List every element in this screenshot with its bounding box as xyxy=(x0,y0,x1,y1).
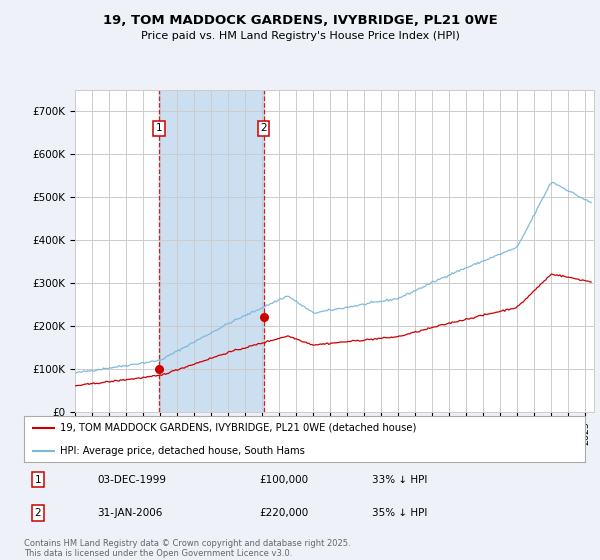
Text: 1: 1 xyxy=(35,475,41,484)
Text: 35% ↓ HPI: 35% ↓ HPI xyxy=(372,508,427,518)
Text: 2: 2 xyxy=(260,123,267,133)
Text: HPI: Average price, detached house, South Hams: HPI: Average price, detached house, Sout… xyxy=(61,446,305,455)
Text: 19, TOM MADDOCK GARDENS, IVYBRIDGE, PL21 0WE (detached house): 19, TOM MADDOCK GARDENS, IVYBRIDGE, PL21… xyxy=(61,423,417,432)
Text: 33% ↓ HPI: 33% ↓ HPI xyxy=(372,475,427,484)
Text: Contains HM Land Registry data © Crown copyright and database right 2025.
This d: Contains HM Land Registry data © Crown c… xyxy=(24,539,350,558)
Text: £220,000: £220,000 xyxy=(260,508,309,518)
Text: 31-JAN-2006: 31-JAN-2006 xyxy=(97,508,163,518)
Bar xyxy=(159,90,263,412)
Text: 1: 1 xyxy=(155,123,162,133)
Text: £100,000: £100,000 xyxy=(260,475,309,484)
Text: 2: 2 xyxy=(35,508,41,518)
Text: 19, TOM MADDOCK GARDENS, IVYBRIDGE, PL21 0WE: 19, TOM MADDOCK GARDENS, IVYBRIDGE, PL21… xyxy=(103,14,497,27)
Text: 03-DEC-1999: 03-DEC-1999 xyxy=(97,475,166,484)
Text: Price paid vs. HM Land Registry's House Price Index (HPI): Price paid vs. HM Land Registry's House … xyxy=(140,31,460,41)
